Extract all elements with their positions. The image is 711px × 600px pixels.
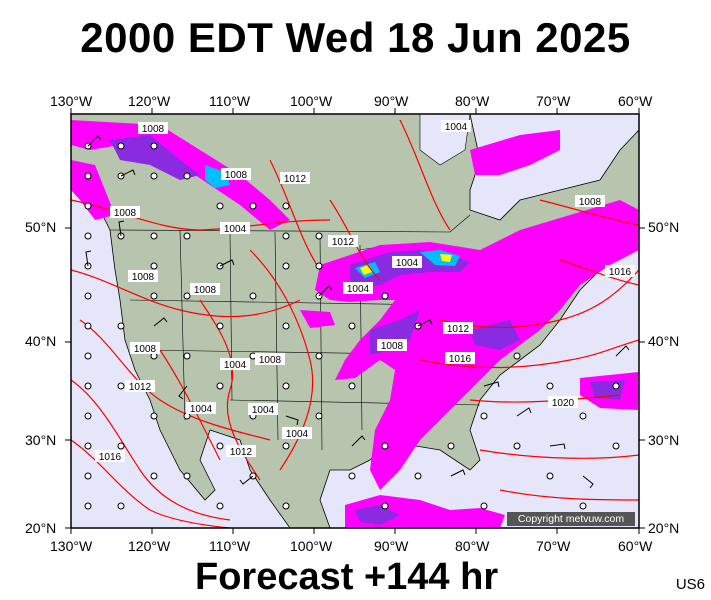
svg-text:1008: 1008 — [259, 355, 282, 366]
lon-label-bottom: 110°W — [209, 538, 251, 554]
svg-text:1008: 1008 — [194, 285, 217, 296]
wind-barbs — [85, 135, 630, 489]
lon-label-bottom: 130°W — [50, 538, 93, 554]
lon-label-bottom: 120°W — [128, 538, 171, 554]
svg-text:1004: 1004 — [224, 224, 247, 235]
map-frame — [70, 113, 640, 529]
lon-label-bottom: 80°W — [455, 538, 490, 554]
svg-text:1004: 1004 — [445, 122, 468, 133]
svg-text:1020: 1020 — [552, 398, 575, 409]
isobar-label: 1012 — [125, 380, 155, 393]
lon-label-top: 90°W — [374, 93, 409, 109]
isobar-label: 1004 — [248, 403, 278, 416]
isobar-label: 1008 — [138, 122, 168, 135]
isobar-label: 1004 — [441, 120, 471, 133]
svg-text:1008: 1008 — [381, 341, 404, 352]
isobar-label: 1008 — [575, 195, 605, 208]
lat-label-right: 50°N — [648, 219, 680, 235]
svg-text:1008: 1008 — [579, 197, 602, 208]
forecast-label: Forecast +144 hr — [195, 556, 499, 598]
svg-text:1016: 1016 — [609, 267, 632, 278]
isobar-label: 1004 — [282, 427, 312, 440]
isobar-label: 1012 — [280, 172, 310, 185]
isobar-label: 1008 — [221, 168, 251, 181]
svg-text:1004: 1004 — [286, 429, 309, 440]
lon-label-bottom: 70°W — [536, 538, 571, 554]
isobar-label: 1020 — [548, 396, 578, 409]
isobar-labels: 1008 1008 1012 1004 1004 1008 1008 1004 … — [95, 120, 635, 463]
isobar-label: 1012 — [226, 445, 256, 458]
lon-label-top: 60°W — [618, 93, 653, 109]
isobar-label: 1004 — [186, 402, 216, 415]
copyright-badge: Copyright metvuw.com — [507, 512, 635, 526]
lat-label-left: 50°N — [25, 219, 57, 235]
isobar-label: 1008 — [190, 283, 220, 296]
isobar-label: 1008 — [377, 339, 407, 352]
isobar-label: 1012 — [328, 235, 358, 248]
svg-text:1008: 1008 — [114, 208, 137, 219]
lat-label-left: 20°N — [25, 520, 57, 536]
svg-text:1004: 1004 — [252, 405, 275, 416]
svg-text:1012: 1012 — [284, 174, 307, 185]
svg-text:1012: 1012 — [230, 447, 253, 458]
isobar-label: 1012 — [443, 322, 473, 335]
isobar-label: 1008 — [110, 206, 140, 219]
isobar-label: 1004 — [392, 256, 422, 269]
isobar-label: 1016 — [445, 352, 475, 365]
isobar-label: 1004 — [220, 222, 250, 235]
svg-text:1004: 1004 — [347, 284, 370, 295]
svg-text:1004: 1004 — [224, 360, 247, 371]
map-title: 2000 EDT Wed 18 Jun 2025 — [80, 14, 631, 61]
svg-text:1012: 1012 — [447, 324, 470, 335]
svg-text:1008: 1008 — [225, 170, 248, 181]
lon-label-top: 130°W — [50, 93, 93, 109]
graticule-ticks — [65, 108, 645, 534]
isobar-label: 1008 — [128, 270, 158, 283]
lat-label-right: 40°N — [648, 333, 680, 349]
lon-label-top: 100°W — [290, 93, 333, 109]
lon-label-top: 110°W — [209, 93, 251, 109]
svg-text:1012: 1012 — [129, 382, 152, 393]
region-code: US6 — [675, 576, 705, 593]
isobar-label: 1004 — [343, 282, 373, 295]
lat-label-left: 40°N — [25, 333, 57, 349]
wind-stations — [84, 142, 620, 510]
svg-text:1004: 1004 — [396, 258, 419, 269]
lat-label-right: 20°N — [648, 520, 680, 536]
svg-text:1008: 1008 — [134, 344, 157, 355]
lon-label-top: 70°W — [536, 93, 571, 109]
svg-text:1004: 1004 — [190, 404, 213, 415]
svg-text:1016: 1016 — [449, 354, 472, 365]
svg-text:1016: 1016 — [99, 452, 122, 463]
isobar-label: 1016 — [95, 450, 125, 463]
isobar-label: 1004 — [220, 358, 250, 371]
svg-text:1008: 1008 — [142, 124, 165, 135]
isobar-label: 1008 — [130, 342, 160, 355]
svg-text:1008: 1008 — [132, 272, 155, 283]
lon-label-bottom: 60°W — [618, 538, 653, 554]
lon-label-top: 120°W — [128, 93, 171, 109]
lat-label-right: 30°N — [648, 432, 680, 448]
lat-label-left: 30°N — [25, 432, 57, 448]
lon-label-bottom: 100°W — [290, 538, 333, 554]
svg-text:1012: 1012 — [332, 237, 355, 248]
isobar-label: 1016 — [605, 265, 635, 278]
lon-label-bottom: 90°W — [374, 538, 409, 554]
lon-label-top: 80°W — [455, 93, 490, 109]
isobar-label: 1008 — [255, 353, 285, 366]
